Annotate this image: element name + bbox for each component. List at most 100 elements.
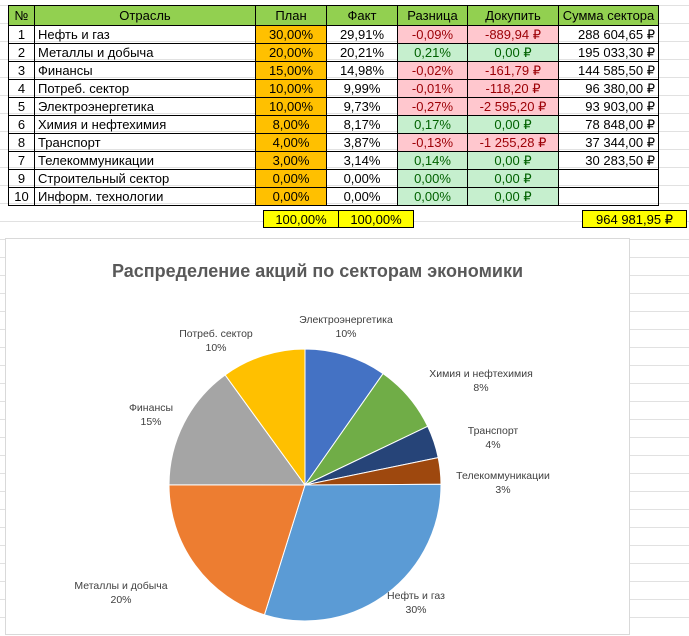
pie-slice[interactable] (304, 348, 384, 487)
diff-cell[interactable]: -0,27% (397, 97, 468, 116)
sector-name[interactable]: Нефть и газ (34, 25, 256, 44)
diff-cell[interactable]: 0,21% (397, 43, 468, 62)
row-number[interactable]: 2 (8, 43, 35, 62)
row-number[interactable]: 6 (8, 115, 35, 134)
column-header[interactable]: № (8, 5, 35, 26)
plan-cell[interactable]: 15,00% (255, 61, 327, 80)
column-header[interactable]: Сумма сектора (558, 5, 659, 26)
header-row: № Отрасль План Факт Разница Докупить Сумма сек… (8, 5, 659, 26)
total-fact[interactable]: 100,00% (338, 210, 414, 228)
fact-cell[interactable]: 8,17% (326, 115, 398, 134)
sector-name[interactable]: Металлы и добыча (34, 43, 256, 62)
plan-cell[interactable]: 10,00% (255, 97, 327, 116)
slice-percent: 3% (495, 484, 511, 496)
sum-cell[interactable]: 78 848,00 ₽ (558, 115, 659, 134)
table-row: 7 Телекоммуникации 3,00% 3,14% 0,14% 0,00 ₽30… (8, 151, 659, 170)
buy-cell[interactable]: -1 255,28 ₽ (467, 133, 559, 152)
total-plan[interactable]: 100,00% (263, 210, 339, 228)
diff-cell[interactable]: 0,00% (397, 187, 468, 206)
chart-title: Распределение акций по секторам экономик… (111, 261, 524, 281)
sector-name[interactable]: Телекоммуникации (34, 151, 256, 170)
row-number[interactable]: 8 (8, 133, 35, 152)
sum-cell[interactable] (558, 187, 659, 206)
sector-name[interactable]: Финансы (34, 61, 256, 80)
diff-cell[interactable]: -0,09% (397, 25, 468, 44)
row-number[interactable]: 9 (8, 169, 35, 188)
slice-label: Транспорт 4% (433, 424, 553, 452)
sum-cell[interactable]: 30 283,50 ₽ (558, 151, 659, 170)
buy-cell[interactable]: -2 595,20 ₽ (467, 97, 559, 116)
column-header[interactable]: План (255, 5, 327, 26)
fact-cell[interactable]: 14,98% (326, 61, 398, 80)
pie-slice[interactable] (168, 484, 306, 616)
slice-name: Электроэнергетика (299, 314, 393, 326)
sum-cell[interactable]: 195 033,30 ₽ (558, 43, 659, 62)
row-number[interactable]: 1 (8, 25, 35, 44)
diff-cell[interactable]: -0,02% (397, 61, 468, 80)
sector-name[interactable]: Строительный сектор (34, 169, 256, 188)
row-number[interactable]: 4 (8, 79, 35, 98)
row-number[interactable]: 7 (8, 151, 35, 170)
buy-cell[interactable]: 0,00 ₽ (467, 151, 559, 170)
slice-percent: 15% (140, 416, 162, 428)
fact-cell[interactable]: 9,99% (326, 79, 398, 98)
sum-cell[interactable]: 37 344,00 ₽ (558, 133, 659, 152)
buy-cell[interactable]: -161,79 ₽ (467, 61, 559, 80)
fact-cell[interactable]: 0,00% (326, 169, 398, 188)
total-sum[interactable]: 964 981,95 ₽ (582, 210, 687, 228)
sector-name[interactable]: Транспорт (34, 133, 256, 152)
sum-cell[interactable]: 144 585,50 ₽ (558, 61, 659, 80)
sector-name[interactable]: Потреб. сектор (34, 79, 256, 98)
row-number[interactable]: 10 (8, 187, 35, 206)
sum-cell[interactable]: 288 604,65 ₽ (558, 25, 659, 44)
buy-cell[interactable]: -118,20 ₽ (467, 79, 559, 98)
column-header[interactable]: Докупить (467, 5, 559, 26)
diff-cell[interactable]: 0,14% (397, 151, 468, 170)
sector-name[interactable]: Информ. технологии (34, 187, 256, 206)
sum-cell[interactable] (558, 169, 659, 188)
row-number[interactable]: 3 (8, 61, 35, 80)
sum-cell[interactable]: 93 903,00 ₽ (558, 97, 659, 116)
table-row: 8 Транспорт 4,00% 3,87% -0,13% -1 255,28 ₽37 … (8, 133, 659, 152)
plan-cell[interactable]: 0,00% (255, 169, 327, 188)
plan-cell[interactable]: 20,00% (255, 43, 327, 62)
fact-cell[interactable]: 0,00% (326, 187, 398, 206)
slice-label: Металлы и добыча 20% (61, 579, 181, 607)
slice-name: Телекоммуникации (456, 470, 550, 482)
column-header[interactable]: Отрасль (34, 5, 256, 26)
fact-cell[interactable]: 3,14% (326, 151, 398, 170)
fact-cell[interactable]: 3,87% (326, 133, 398, 152)
diff-cell[interactable]: 0,17% (397, 115, 468, 134)
fact-cell[interactable]: 20,21% (326, 43, 398, 62)
diff-cell[interactable]: 0,00% (397, 169, 468, 188)
diff-cell[interactable]: -0,13% (397, 133, 468, 152)
plan-cell[interactable]: 3,00% (255, 151, 327, 170)
pie-chart[interactable]: Распределение акций по секторам экономик… (5, 238, 630, 635)
table-row: 4 Потреб. сектор 10,00% 9,99% -0,01% -118,20 … (8, 79, 659, 98)
plan-cell[interactable]: 10,00% (255, 79, 327, 98)
fact-cell[interactable]: 29,91% (326, 25, 398, 44)
buy-cell[interactable]: 0,00 ₽ (467, 187, 559, 206)
pie-slice[interactable] (168, 374, 306, 486)
plan-cell[interactable]: 8,00% (255, 115, 327, 134)
slice-name: Нефть и газ (387, 590, 445, 602)
slice-label: Телекоммуникации 3% (443, 469, 563, 497)
plan-cell[interactable]: 0,00% (255, 187, 327, 206)
sector-name[interactable]: Химия и нефтехимия (34, 115, 256, 134)
fact-cell[interactable]: 9,73% (326, 97, 398, 116)
plan-cell[interactable]: 30,00% (255, 25, 327, 44)
column-header[interactable]: Разница (397, 5, 468, 26)
slice-name: Финансы (128, 402, 174, 414)
buy-cell[interactable]: 0,00 ₽ (467, 115, 559, 134)
buy-cell[interactable]: -889,94 ₽ (467, 25, 559, 44)
plan-cell[interactable]: 4,00% (255, 133, 327, 152)
diff-cell[interactable]: -0,01% (397, 79, 468, 98)
sector-name[interactable]: Электроэнергетика (34, 97, 256, 116)
buy-cell[interactable]: 0,00 ₽ (467, 43, 559, 62)
row-number[interactable]: 5 (8, 97, 35, 116)
sum-cell[interactable]: 96 380,00 ₽ (558, 79, 659, 98)
column-header[interactable]: Факт (326, 5, 398, 26)
buy-cell[interactable]: 0,00 ₽ (467, 169, 559, 188)
pie-slice[interactable] (224, 348, 306, 487)
pie-slice[interactable] (263, 483, 442, 622)
